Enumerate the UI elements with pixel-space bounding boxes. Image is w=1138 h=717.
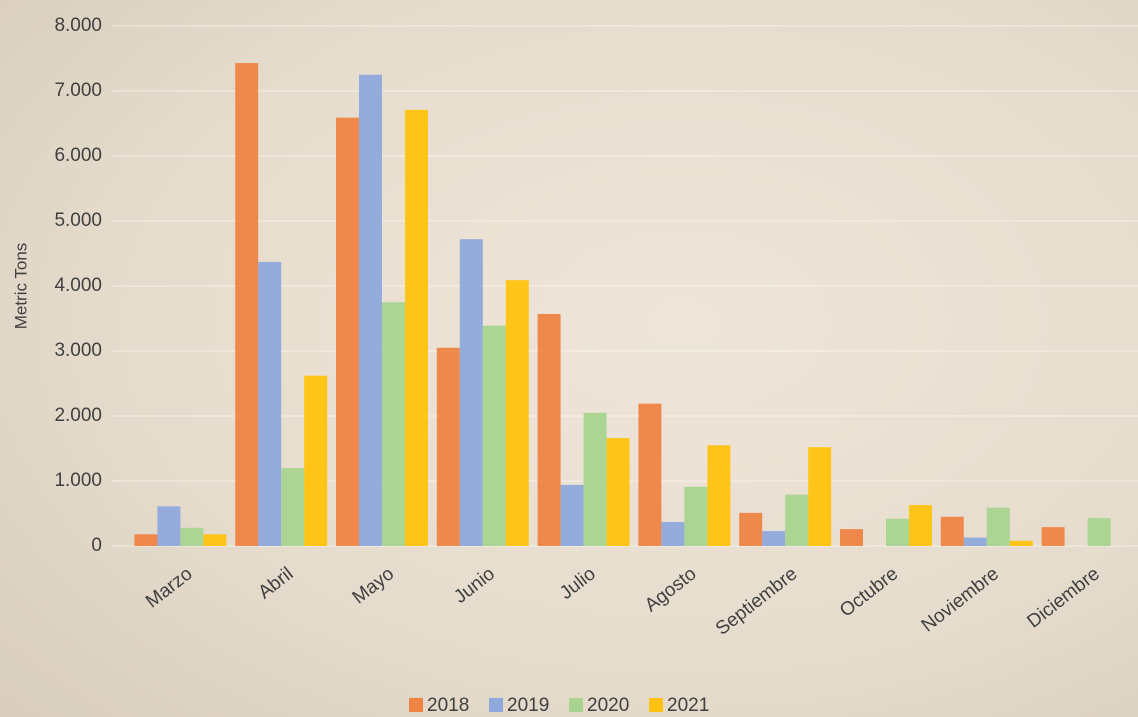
legend-swatch: [649, 698, 663, 712]
bar: [436, 347, 460, 546]
bar: [382, 302, 405, 546]
y-tick-label: 1.000: [54, 470, 102, 491]
bar: [359, 74, 382, 546]
bar: [304, 375, 328, 546]
bar: [808, 447, 832, 546]
legend-swatch: [489, 698, 503, 712]
bar: [281, 468, 305, 546]
bar: [537, 313, 561, 546]
legend-label: 2018: [427, 695, 469, 716]
bar: [661, 521, 685, 546]
bar: [785, 494, 809, 546]
legend-label: 2019: [507, 695, 549, 716]
bar: [707, 445, 731, 546]
y-axis-label: Metric Tons: [11, 243, 30, 330]
bar: [886, 518, 909, 546]
bar: [940, 516, 964, 546]
bar: [963, 537, 987, 546]
y-tick-label: 0: [91, 535, 102, 556]
legend-swatch: [569, 698, 583, 712]
y-tick-label: 4.000: [54, 275, 102, 296]
bar: [606, 438, 630, 546]
bar: [235, 63, 259, 547]
bar: [638, 403, 662, 546]
y-tick-label: 8.000: [54, 15, 102, 36]
bar: [583, 412, 607, 546]
bar: [505, 280, 529, 546]
bar: [1087, 518, 1111, 546]
bar: [258, 261, 282, 546]
bar: [1009, 540, 1033, 546]
legend-label: 2021: [667, 695, 709, 716]
bar: [203, 534, 227, 546]
bar: [405, 109, 428, 546]
y-tick-label: 5.000: [54, 210, 102, 231]
bar: [762, 531, 786, 546]
bar: [336, 117, 359, 547]
bar: [180, 527, 204, 546]
bar: [739, 512, 763, 546]
legend-swatch: [409, 698, 423, 712]
legend-label: 2020: [587, 695, 629, 716]
y-tick-label: 6.000: [54, 145, 102, 166]
bar: [684, 486, 708, 546]
bar: [909, 505, 932, 546]
bar: [134, 534, 158, 546]
bar: [157, 506, 181, 546]
bar: [560, 484, 584, 546]
y-tick-label: 2.000: [54, 405, 102, 426]
bar: [1041, 527, 1065, 546]
y-tick-label: 3.000: [54, 340, 102, 361]
bar: [459, 239, 483, 546]
bar: [482, 325, 506, 546]
bar: [986, 507, 1010, 546]
y-tick-label: 7.000: [54, 80, 102, 101]
bar: [840, 529, 863, 546]
